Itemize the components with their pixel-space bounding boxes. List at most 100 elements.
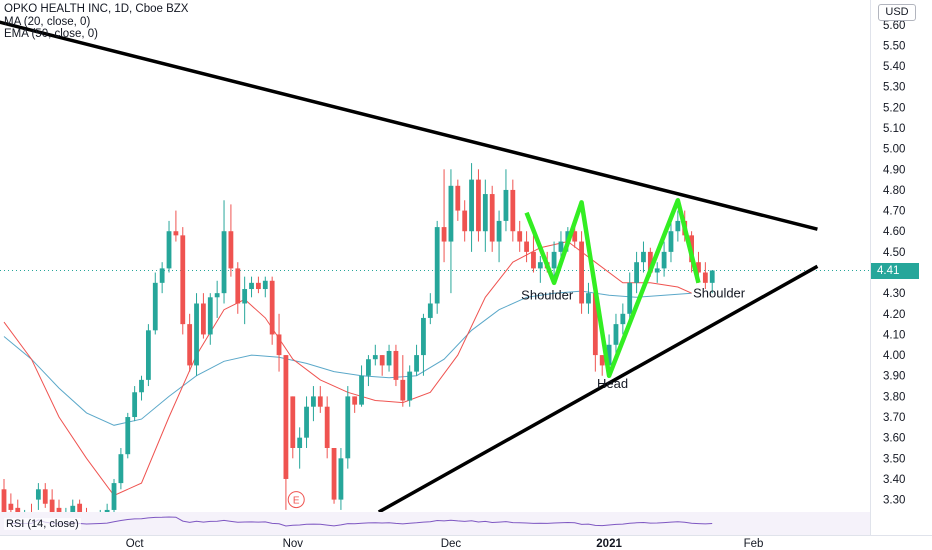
candle-body <box>145 330 151 380</box>
candle-body <box>304 406 309 438</box>
candle-body <box>221 231 227 294</box>
candle-body <box>118 454 124 484</box>
candle-body <box>276 334 282 356</box>
candle-body <box>599 355 605 366</box>
y-tick-label: 4.60 <box>883 226 905 238</box>
candle-body <box>187 324 193 366</box>
rsi-indicator-label[interactable]: RSI (14, close) <box>4 518 81 530</box>
candle-body <box>647 251 653 273</box>
pattern-line <box>524 198 701 378</box>
pattern-label: Head <box>597 376 628 391</box>
candle-body <box>324 406 330 448</box>
candle-body <box>393 350 399 380</box>
rsi-line <box>10 516 713 527</box>
candle-body <box>152 282 158 331</box>
trendline <box>0 20 818 231</box>
ema-indicator-label[interactable]: EMA (50, close, 0) <box>4 28 98 40</box>
y-tick-label: 5.30 <box>883 82 905 94</box>
candle-body <box>311 396 316 407</box>
last-price-label: 4.41 <box>871 263 919 279</box>
candle-body <box>517 231 523 242</box>
y-tick-label: 4.80 <box>883 185 905 197</box>
rsi-panel <box>0 512 870 535</box>
x-tick-label: Feb <box>744 538 764 550</box>
candle-body <box>654 268 660 273</box>
y-tick-label: 5.20 <box>883 102 905 114</box>
candle-body <box>709 270 715 283</box>
y-tick-label: 3.30 <box>883 495 905 507</box>
candle-body <box>1 489 7 512</box>
candle-body <box>414 355 419 372</box>
candle-body <box>242 289 248 304</box>
earnings-marker <box>287 491 305 509</box>
trendline <box>377 264 819 512</box>
candle-body <box>448 185 454 242</box>
x-tick-label: Dec <box>441 538 462 550</box>
candle-body <box>537 262 543 269</box>
y-tick-label: 5.10 <box>883 123 905 135</box>
candle-body <box>696 262 701 273</box>
candle-body <box>166 231 172 269</box>
x-tick-label: Oct <box>126 538 145 550</box>
candle-body <box>338 458 344 500</box>
candle-body <box>379 355 385 366</box>
candle-body <box>125 417 131 455</box>
candle-body <box>372 355 378 360</box>
candle-body <box>469 179 474 232</box>
candle-body <box>366 359 371 376</box>
y-tick-label: 3.90 <box>883 371 905 383</box>
candle-body <box>586 293 591 304</box>
candle-body <box>180 235 186 325</box>
candle-body <box>269 280 275 335</box>
plot-area: Shoulder Head Shoulder E <box>0 20 870 512</box>
y-tick-label: 4.00 <box>883 350 905 362</box>
candle-body <box>661 251 667 269</box>
ma-indicator-label[interactable]: MA (20, close, 0) <box>4 15 91 28</box>
candle-body <box>592 293 598 356</box>
candle-body <box>386 350 392 366</box>
candle-body <box>290 396 296 448</box>
y-tick-label: 3.40 <box>883 474 905 486</box>
candle-body <box>352 396 358 405</box>
candle-body <box>173 231 179 236</box>
candle-body <box>675 220 681 232</box>
candle-body <box>668 231 674 252</box>
candle-body <box>15 507 21 512</box>
candle-body <box>476 179 481 232</box>
candle-body <box>235 268 241 304</box>
candle-body <box>104 509 110 512</box>
candle-body <box>441 227 447 242</box>
candle-body <box>434 227 440 304</box>
candle-body <box>297 437 303 448</box>
candle-body <box>634 262 639 283</box>
candle-body <box>489 194 495 242</box>
candle-body <box>317 396 323 407</box>
candle-body <box>531 251 536 269</box>
candle-body <box>524 241 529 252</box>
candle-body <box>345 396 351 459</box>
y-tick-label: 5.40 <box>883 61 905 73</box>
candle-body <box>641 251 646 263</box>
y-tick-label: 5.50 <box>883 40 905 52</box>
candle-body <box>35 489 41 500</box>
candle-body <box>496 220 502 242</box>
candle-body <box>256 282 261 290</box>
candle-body <box>503 189 509 221</box>
candle-body <box>207 297 213 335</box>
y-tick-label: 4.90 <box>883 164 905 176</box>
candle-body <box>77 503 83 512</box>
candle-body <box>359 375 364 405</box>
candle-body <box>194 303 199 366</box>
candle-body <box>407 371 413 401</box>
candle-body <box>201 303 206 335</box>
candle-body <box>283 355 289 479</box>
candle-body <box>462 210 468 232</box>
candle-body <box>702 272 708 283</box>
candle-body <box>49 499 55 512</box>
candle-body <box>551 251 557 269</box>
currency-button[interactable]: USD <box>878 4 916 21</box>
candle-body <box>42 489 48 504</box>
y-tick-label: 3.80 <box>883 391 905 403</box>
